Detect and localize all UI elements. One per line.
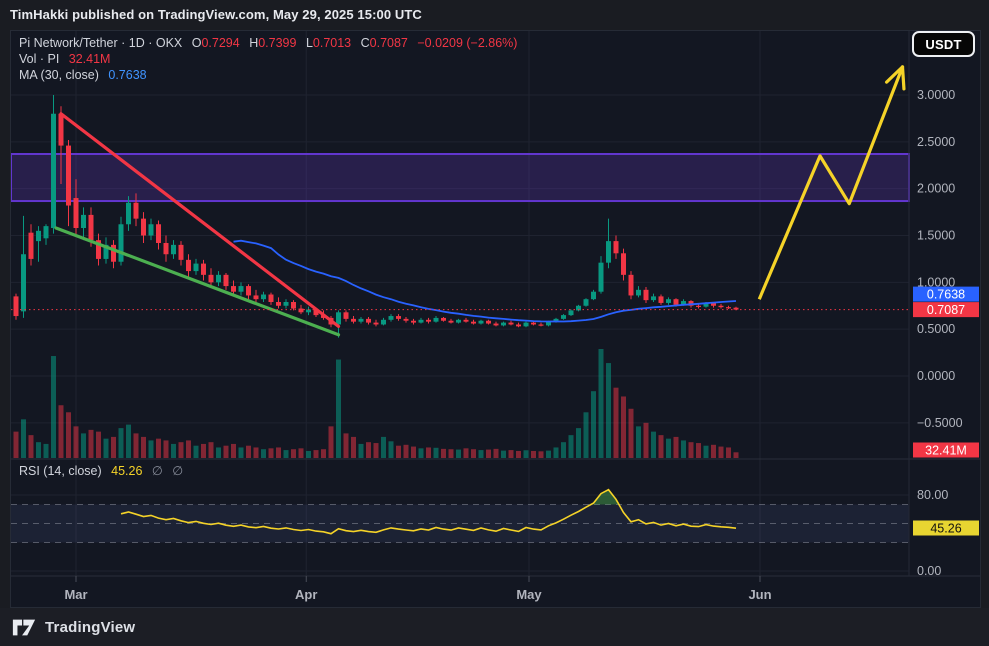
descending-support <box>54 226 341 337</box>
candles-layer <box>13 94 739 338</box>
rsi-value: 45.26 <box>111 464 143 478</box>
svg-text:0.5000: 0.5000 <box>917 322 955 336</box>
publish-byline: TimHakki published on TradingView.com, M… <box>10 7 422 22</box>
low-label: L <box>305 36 313 50</box>
low-value: 0.7013 <box>312 36 352 50</box>
svg-text:0.7087: 0.7087 <box>927 303 965 317</box>
time-axis[interactable]: Mar Apr May Jun <box>64 576 772 602</box>
volume-badge: 32.41M <box>913 442 979 458</box>
svg-text:2.5000: 2.5000 <box>917 135 955 149</box>
svg-text:3.0000: 3.0000 <box>917 88 955 102</box>
symbol-row[interactable]: Pi Network/Tether · 1D · OKX O0.7294 H0.… <box>19 35 517 51</box>
pane-separators <box>11 31 980 577</box>
svg-text:Apr: Apr <box>295 587 317 602</box>
volume-value: 32.41M <box>68 52 111 66</box>
ma-value: 0.7638 <box>108 68 147 82</box>
rsi-overbought-fill <box>590 489 619 505</box>
resistance-zone[interactable] <box>11 153 910 203</box>
rsi-value-badge: 45.26 <box>913 520 979 536</box>
open-label: O <box>191 36 202 50</box>
svg-text:0.00: 0.00 <box>917 564 941 578</box>
svg-text:0.7638: 0.7638 <box>927 288 965 302</box>
change-value: −0.0209 (−2.86%) <box>417 36 518 50</box>
last-price-badge: 0.7087 <box>913 302 979 318</box>
ma30-line[interactable] <box>233 239 737 323</box>
grid-layer <box>11 31 909 576</box>
ma-value-badge: 0.7638 <box>913 286 979 302</box>
trendlines-layer[interactable] <box>54 112 341 337</box>
volume-row[interactable]: Vol · PI 32.41M <box>19 51 517 67</box>
svg-text:0.0000: 0.0000 <box>917 369 955 383</box>
svg-text:Mar: Mar <box>64 587 87 602</box>
close-value: 0.7087 <box>369 36 408 50</box>
symbol-legend: Pi Network/Tether · 1D · OKX O0.7294 H0.… <box>19 35 517 83</box>
tradingview-logo-icon[interactable] <box>12 619 36 636</box>
svg-text:May: May <box>516 587 542 602</box>
svg-text:Jun: Jun <box>748 587 771 602</box>
volume-label: Vol · PI <box>19 52 60 66</box>
price-chart-svg[interactable]: 3.0000 2.5000 2.0000 1.5000 1.0000 0.5000 0.00… <box>11 31 980 607</box>
svg-text:80.00: 80.00 <box>917 488 948 502</box>
chart-container[interactable]: 3.0000 2.5000 2.0000 1.5000 1.0000 0.5000 0.00… <box>10 30 981 608</box>
open-value: 0.7294 <box>201 36 240 50</box>
footer-bar: TradingView <box>0 608 989 646</box>
descending-resistance <box>59 112 341 328</box>
svg-text:1.0000: 1.0000 <box>917 275 955 289</box>
rsi-pane[interactable] <box>11 488 909 561</box>
close-label: C <box>360 36 370 50</box>
high-value: 0.7399 <box>258 36 297 50</box>
rsi-legend[interactable]: RSI (14, close) 45.26 ∅ ∅ <box>19 463 183 479</box>
svg-text:45.26: 45.26 <box>930 522 961 536</box>
high-label: H <box>249 36 259 50</box>
svg-text:32.41M: 32.41M <box>925 444 967 458</box>
symbol-title[interactable]: Pi Network/Tether · 1D · OKX <box>19 36 183 50</box>
brand-name[interactable]: TradingView <box>45 618 136 636</box>
rsi-smoothing-empty-icon2: ∅ <box>172 464 184 478</box>
ma-label: MA (30, close) <box>19 68 99 82</box>
svg-text:−0.5000: −0.5000 <box>917 416 963 430</box>
rsi-smoothing-empty-icon: ∅ <box>151 464 163 478</box>
rsi-line <box>120 488 737 535</box>
ma-row[interactable]: MA (30, close) 0.7638 <box>19 67 517 83</box>
projection-arrow[interactable] <box>757 65 906 300</box>
svg-text:1.5000: 1.5000 <box>917 228 955 242</box>
rsi-label: RSI (14, close) <box>19 464 102 478</box>
svg-text:2.0000: 2.0000 <box>917 182 955 196</box>
currency-toggle-button[interactable]: USDT <box>912 31 975 57</box>
volume-bars-layer <box>13 349 739 458</box>
price-axis[interactable]: 3.0000 2.5000 2.0000 1.5000 1.0000 0.5000 0.00… <box>917 88 963 578</box>
